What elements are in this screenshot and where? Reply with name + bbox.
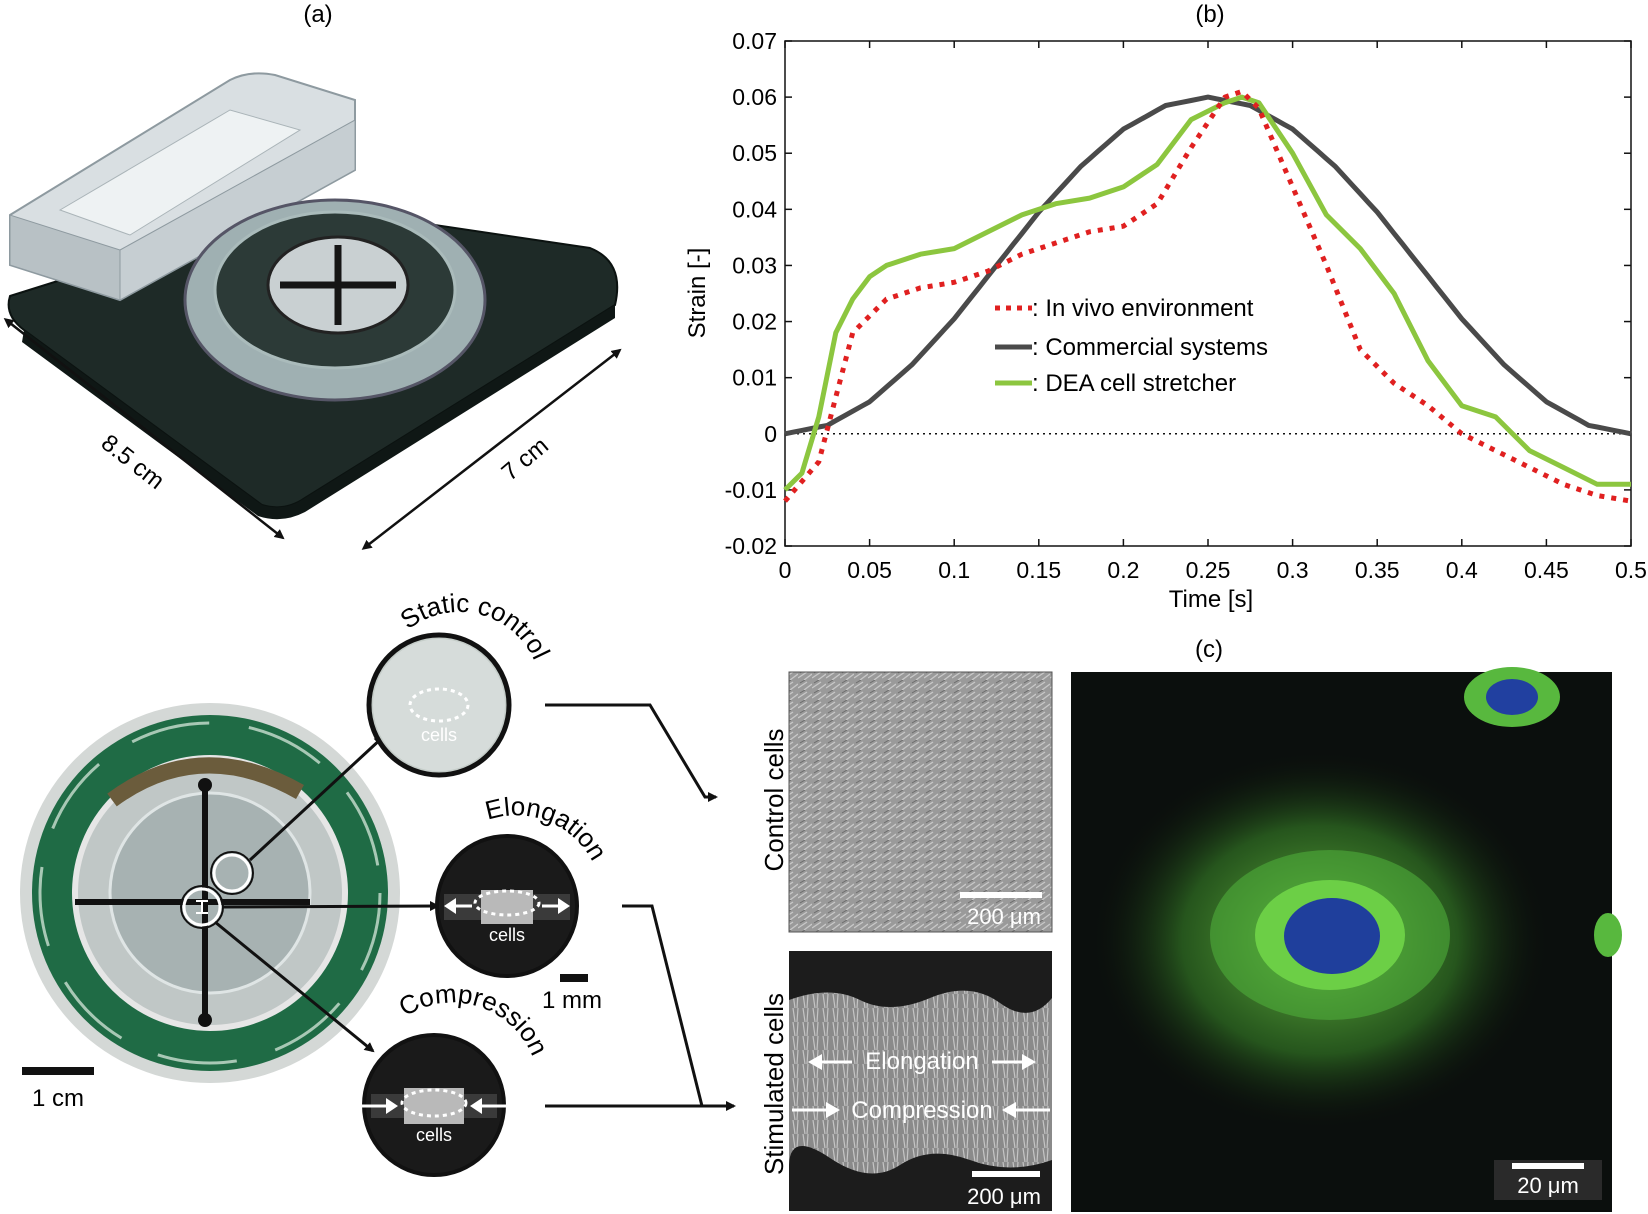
- control-cells-scale-label: 200 μm: [967, 904, 1041, 929]
- x-tick-label: 0.2: [1107, 557, 1139, 583]
- series-line-commercial: [784, 94, 1632, 437]
- x-axis-label: Time [s]: [1169, 586, 1253, 613]
- y-axis-label: Strain [-]: [684, 248, 711, 339]
- stimulated-elongation-arrows: [808, 1054, 1036, 1070]
- x-tick-label: 0.05: [847, 557, 892, 583]
- strain-chart: 0 0.05 0.1 0.15 0.2 0.25 0.3 0.35 0.4 0.45 0.5 -0.0…: [684, 28, 1647, 613]
- x-tick-label: 0.4: [1446, 557, 1478, 583]
- y-tick-label: -0.02: [725, 533, 777, 559]
- x-tick-label: 0.35: [1355, 557, 1400, 583]
- legend-label-dea: : DEA cell stretcher: [1032, 370, 1236, 397]
- inset-elongation-cells-label: cells: [489, 925, 525, 945]
- inset-static-control: [366, 632, 512, 778]
- panel-label-b: (b): [1195, 1, 1224, 28]
- y-tick-label: -0.01: [725, 477, 777, 503]
- control-cells-micrograph: [788, 671, 1053, 933]
- y-tick-label: 0: [764, 421, 777, 447]
- x-tick-label: 0: [779, 557, 792, 583]
- fluorescence-scale-label: 20 μm: [1517, 1173, 1579, 1198]
- inset-compression-cells-label: cells: [416, 1125, 452, 1145]
- stimulated-elongation-label: Elongation: [865, 1048, 978, 1075]
- x-tick-label: 0.15: [1016, 557, 1061, 583]
- panel-label-c: (c): [1195, 636, 1223, 663]
- y-tick-label: 0.03: [732, 252, 777, 278]
- inset-elongation: [435, 834, 579, 978]
- stimulated-cells-label: Stimulated cells: [759, 993, 789, 1175]
- x-tick-label: 0.5: [1615, 557, 1647, 583]
- x-tick-label: 0.3: [1277, 557, 1309, 583]
- legend: : In vivo environment : Commercial syste…: [995, 295, 1268, 397]
- device-closeup-photo: [20, 703, 400, 1083]
- control-cells-label: Control cells: [759, 728, 789, 871]
- plot-frame: [784, 40, 1632, 547]
- y-tick-label: 0.06: [732, 84, 777, 110]
- stimulated-cells-scale-label: 200 μm: [967, 1184, 1041, 1209]
- x-tick-label: 0.25: [1186, 557, 1231, 583]
- y-tick-label: 0.05: [732, 140, 777, 166]
- series-line-dea: [783, 94, 1631, 492]
- scale-bar-1cm: [22, 1067, 94, 1075]
- y-tick-label: 0.01: [732, 365, 777, 391]
- stimulated-compression-arrows: [792, 1102, 1050, 1118]
- legend-label-in-vivo: : In vivo environment: [1032, 295, 1254, 322]
- fluorescence-micrograph: [1071, 667, 1622, 1212]
- device-photo: [3, 72, 622, 550]
- inset-static-cells-label: cells: [421, 725, 457, 745]
- y-tick-label: 0.02: [732, 309, 777, 335]
- legend-label-commercial: : Commercial systems: [1032, 334, 1268, 361]
- scale-bar-1mm-label: 1 mm: [542, 987, 602, 1014]
- y-tick-label: 0.07: [732, 28, 777, 54]
- panel-label-a: (a): [303, 1, 332, 28]
- stimulated-compression-label: Compression: [851, 1097, 992, 1124]
- x-tick-label: 0.1: [938, 557, 970, 583]
- scale-bar-1mm: [560, 974, 588, 982]
- series-line-in-vivo: [783, 89, 1632, 504]
- x-tick-label: 0.45: [1524, 557, 1569, 583]
- inset-compression: [360, 1033, 508, 1177]
- scale-bar-1cm-label: 1 cm: [32, 1085, 84, 1112]
- y-tick-label: 0.04: [732, 196, 777, 222]
- stimulated-cells-micrograph: [789, 951, 1052, 1211]
- connector-arrows: [214, 703, 736, 1111]
